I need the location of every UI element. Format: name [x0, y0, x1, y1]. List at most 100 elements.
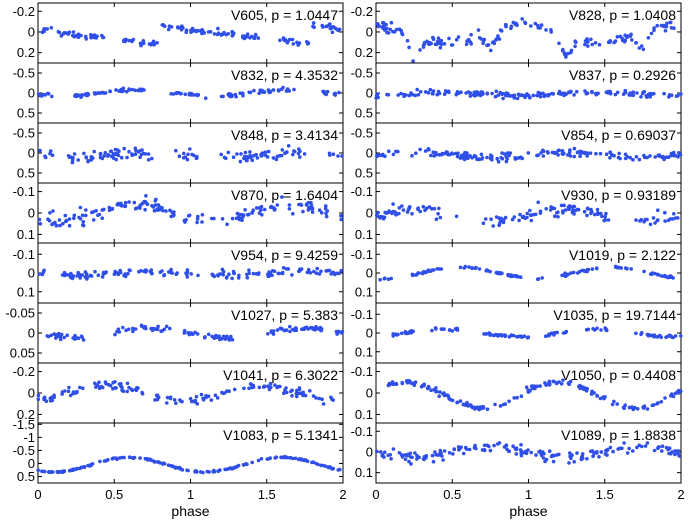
data-point [114, 157, 118, 162]
data-point [563, 273, 568, 277]
data-point [78, 385, 82, 390]
x-tick-label: 1.5 [596, 487, 614, 502]
data-point [679, 334, 683, 338]
data-point [492, 333, 496, 338]
data-point [604, 211, 608, 216]
data-point [116, 272, 121, 277]
data-point [170, 271, 174, 275]
y-tick-label: 0.5 [17, 106, 35, 121]
data-point [291, 212, 295, 216]
data-point [97, 386, 102, 391]
data-point [631, 449, 635, 453]
data-point [42, 395, 47, 400]
data-point [293, 456, 298, 461]
data-point [81, 386, 85, 391]
data-point [382, 455, 386, 459]
data-point [615, 90, 620, 95]
data-point [623, 38, 628, 42]
data-point [134, 149, 138, 153]
data-point [152, 42, 156, 47]
data-point [523, 95, 527, 100]
data-point [653, 155, 657, 159]
data-point [433, 450, 437, 454]
data-point [270, 269, 275, 273]
data-point [470, 266, 474, 271]
data-point [219, 337, 224, 341]
data-point [56, 331, 61, 336]
data-point [569, 271, 573, 275]
data-point [131, 37, 136, 42]
data-point [195, 220, 199, 225]
data-point [169, 25, 174, 29]
data-point [437, 206, 441, 211]
data-point [631, 157, 635, 162]
data-point [400, 381, 405, 386]
data-point [593, 328, 597, 332]
data-point [572, 154, 576, 159]
data-point [410, 455, 414, 460]
data-point [202, 31, 206, 35]
data-point [154, 393, 159, 398]
data-point [629, 267, 633, 271]
data-point [188, 331, 192, 335]
data-point [494, 37, 499, 41]
data-point [140, 201, 144, 206]
data-point [496, 159, 501, 164]
data-point [98, 155, 103, 160]
data-point [596, 212, 600, 216]
data-point [152, 459, 156, 464]
data-point [82, 464, 87, 469]
data-point [639, 95, 643, 99]
data-point [519, 453, 524, 458]
data-point [39, 94, 44, 98]
data-point [204, 394, 208, 398]
data-point [597, 42, 602, 47]
data-point [439, 451, 443, 455]
data-point [290, 37, 295, 42]
data-point [535, 384, 539, 389]
data-point [653, 221, 657, 225]
data-point [608, 150, 613, 155]
y-tick-label: 0.1 [355, 284, 373, 299]
data-point [634, 331, 638, 336]
data-point [46, 217, 50, 221]
data-point [668, 20, 673, 25]
data-point [482, 443, 487, 448]
data-point [581, 385, 585, 390]
data-point [109, 149, 113, 153]
data-point [280, 270, 285, 275]
y-tick-label: 0 [28, 386, 35, 401]
data-point [137, 149, 142, 153]
data-point [541, 154, 546, 158]
data-point [118, 456, 122, 460]
data-point [266, 384, 270, 389]
data-point [518, 212, 522, 217]
data-point [275, 203, 280, 207]
data-point [606, 218, 611, 222]
data-point [79, 93, 84, 98]
data-point [544, 28, 548, 32]
panel-v1041: -0.2 0 0.2 V1041, p = 6.3022 [13, 362, 344, 424]
data-point [58, 223, 62, 228]
data-point [517, 218, 521, 223]
data-point [128, 455, 133, 460]
data-point [98, 459, 102, 464]
data-point [625, 266, 629, 271]
data-point [262, 207, 267, 212]
data-point [600, 214, 604, 219]
data-point [91, 218, 96, 222]
data-point [443, 89, 448, 93]
data-point [169, 92, 173, 96]
data-point [165, 395, 170, 400]
data-point [144, 270, 148, 274]
y-tick-label: -0.5 [351, 66, 373, 81]
data-point [591, 454, 595, 459]
data-point [318, 325, 323, 330]
data-point [455, 400, 459, 405]
data-point [311, 394, 316, 398]
data-point [552, 333, 556, 337]
data-point [53, 220, 57, 225]
data-point [127, 38, 131, 43]
data-point [485, 443, 490, 448]
y-tick-label: -0.1 [13, 247, 35, 262]
